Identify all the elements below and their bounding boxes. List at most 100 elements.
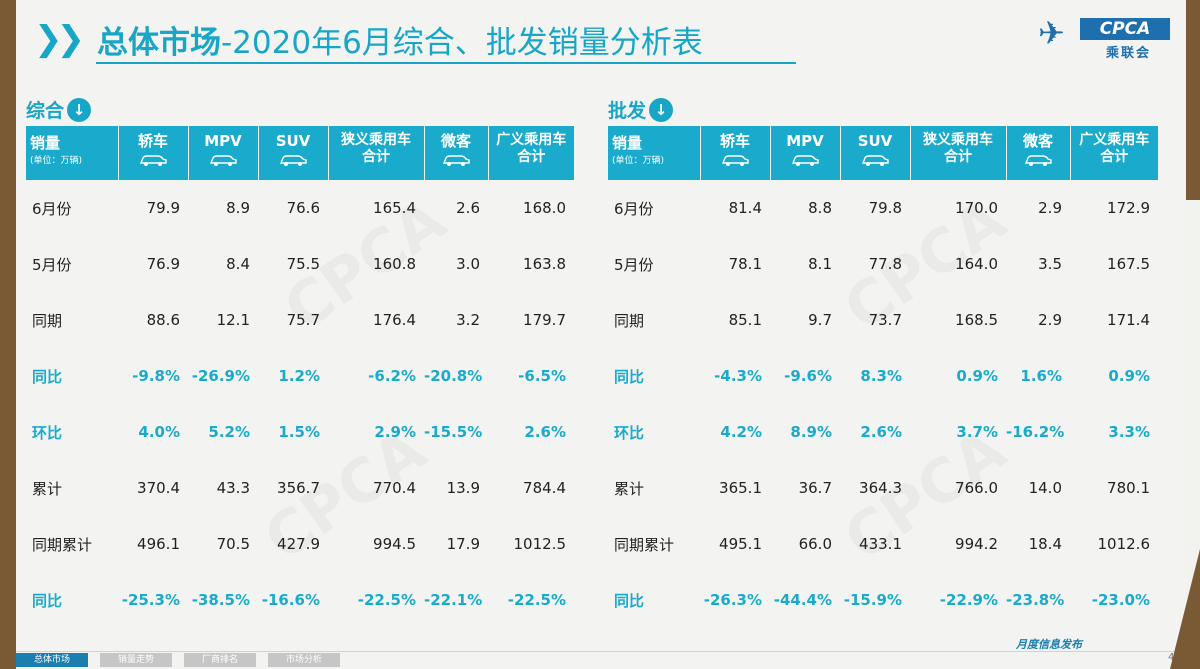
table-row: 同比 -25.3% -38.5% -16.6% -22.5% -22.1% -22.5% [26, 572, 574, 628]
column-label: 广义乘用车合计 [1079, 132, 1150, 165]
table-cell: 167.5 [1107, 255, 1150, 273]
section-left: 综合 ↓ [26, 96, 92, 123]
row-label: 累计 [614, 479, 645, 498]
footer-nav-item[interactable]: 厂商排名 [184, 653, 256, 667]
car-icon [791, 155, 819, 166]
column-label: SUV [857, 132, 893, 150]
table-cell: 5.2% [208, 423, 250, 441]
table-cell: 3.2 [456, 311, 480, 329]
table-cell: 8.9 [226, 199, 250, 217]
table-cell: 8.9% [790, 423, 832, 441]
table-cell: -16.6% [261, 591, 320, 609]
arrow-down-circle-icon: ↓ [67, 97, 92, 122]
table-cell: 18.4 [1028, 535, 1062, 553]
table-cell: 12.1 [216, 311, 250, 329]
column-header: 微客 [1006, 126, 1071, 180]
table-cell: 356.7 [277, 479, 320, 497]
header-label: 销量 [612, 134, 643, 152]
table-cell: 75.7 [286, 311, 320, 329]
footer-nav-item[interactable]: 市场分析 [268, 653, 340, 667]
table-cell: 3.5 [1038, 255, 1062, 273]
column-header: 广义乘用车合计 [488, 126, 574, 180]
table-cell: 495.1 [719, 535, 762, 553]
table-row: 6月份 79.9 8.9 76.6 165.4 2.6 168.0 [26, 180, 574, 236]
table-cell: -25.3% [121, 591, 180, 609]
column-label: 轿车 [719, 132, 750, 150]
table-cell: 2.6% [860, 423, 902, 441]
column-header: 狭义乘用车合计 [910, 126, 1007, 180]
column-header: MPV [770, 126, 841, 180]
title-sub: -2020年6月综合、批发销量分析表 [220, 24, 703, 61]
table-cell: 364.3 [859, 479, 902, 497]
table-row: 同比 -26.3% -44.4% -15.9% -22.9% -23.8% -23.0% [608, 572, 1158, 628]
table-cell: -22.9% [939, 591, 998, 609]
car-icon [1024, 155, 1052, 166]
table-cell: 4.2% [720, 423, 762, 441]
logo-cn: 乘联会 [1106, 46, 1152, 61]
footer-divider [16, 651, 1186, 652]
table-cell: 2.9 [1038, 311, 1062, 329]
table-cell: -4.3% [714, 367, 762, 385]
section-label: 综合 [26, 100, 65, 122]
row-label: 5月份 [614, 255, 654, 274]
footer-nav-item[interactable]: 销量走势 [100, 653, 172, 667]
logo-text: CPCA [1080, 18, 1170, 40]
column-label: 微客 [1022, 132, 1053, 150]
table-cell: -9.8% [132, 367, 180, 385]
table-cell: 164.0 [955, 255, 998, 273]
table-cell: 8.4 [226, 255, 250, 273]
row-label: 环比 [614, 423, 645, 442]
table-cell: 70.5 [216, 535, 250, 553]
table-cell: 427.9 [277, 535, 320, 553]
table-cell: 2.6 [456, 199, 480, 217]
table-wholesale: 销量 (单位：万辆) 轿车 MPV SUV 狭义乘用车合计 微客 广义乘用车合计 6月份 81.… [608, 126, 1158, 628]
car-icon [209, 155, 237, 166]
row-label: 6月份 [614, 199, 654, 218]
row-label: 环比 [32, 423, 63, 442]
footer-nav-item[interactable]: 总体市场 [16, 653, 88, 667]
table-cell: 165.4 [373, 199, 416, 217]
table-cell: 172.9 [1107, 199, 1150, 217]
column-label: 轿车 [137, 132, 168, 150]
table-cell: 365.1 [719, 479, 762, 497]
table-cell: 17.9 [446, 535, 480, 553]
table-cell: -6.5% [518, 367, 566, 385]
table-row: 环比 4.2% 8.9% 2.6% 3.7% -16.2% 3.3% [608, 404, 1158, 460]
table-row: 环比 4.0% 5.2% 1.5% 2.9% -15.5% 2.6% [26, 404, 574, 460]
table-cell: -15.5% [424, 423, 483, 441]
column-header-volume: 销量 (单位：万辆) [608, 126, 701, 180]
footer-note: 月度信息发布 [1016, 638, 1082, 651]
header-label: 销量 [30, 134, 61, 152]
column-label: 狭义乘用车合计 [341, 132, 411, 165]
table-cell: 1.5% [278, 423, 320, 441]
table-cell: -22.1% [424, 591, 483, 609]
row-label: 同比 [614, 591, 645, 610]
table-cell: 784.4 [523, 479, 566, 497]
arrow-down-circle-icon: ↓ [649, 97, 674, 122]
column-header: MPV [188, 126, 259, 180]
row-label: 同比 [32, 591, 63, 610]
row-label: 同比 [614, 367, 645, 386]
table-cell: -22.5% [507, 591, 566, 609]
row-label: 5月份 [32, 255, 72, 274]
table-cell: 88.6 [146, 311, 180, 329]
table-cell: 3.3% [1108, 423, 1150, 441]
header-unit: (单位：万辆) [30, 156, 83, 166]
table-cell: 766.0 [955, 479, 998, 497]
table-cell: -38.5% [191, 591, 250, 609]
column-header: 轿车 [118, 126, 189, 180]
title-underline [96, 62, 796, 64]
title-main: 总体市场 [96, 24, 221, 61]
column-header: 微客 [424, 126, 489, 180]
table-cell: 8.3% [860, 367, 902, 385]
table-row: 同比 -9.8% -26.9% 1.2% -6.2% -20.8% -6.5% [26, 348, 574, 404]
table-cell: 780.1 [1107, 479, 1150, 497]
column-label: MPV [786, 132, 824, 150]
table-cell: -23.8% [1006, 591, 1065, 609]
table-cell: -16.2% [1006, 423, 1065, 441]
table-cell: 168.0 [523, 199, 566, 217]
table-cell: -23.0% [1091, 591, 1150, 609]
slide: CPCA CPCA CPCA CPCA ❯❯ 总体市场 -2020年6月综合、批… [16, 0, 1186, 669]
table-cell: -6.2% [368, 367, 416, 385]
car-icon [721, 155, 749, 166]
